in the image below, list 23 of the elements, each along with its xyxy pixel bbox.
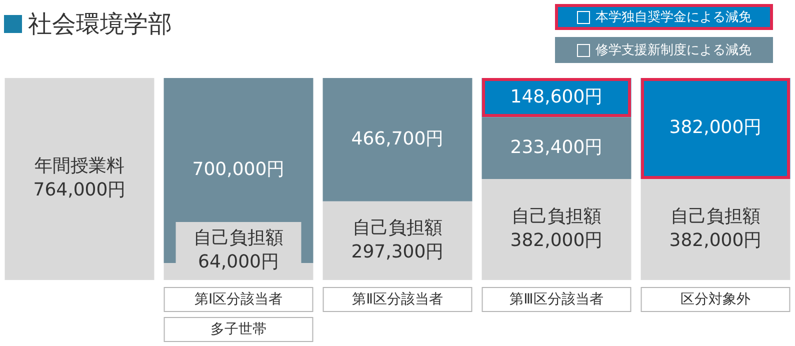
data-label: 233,400円 (510, 136, 603, 158)
data-label: 148,600円 (510, 86, 603, 108)
text: 多子世帯 (210, 322, 266, 338)
series-label: 自己負担額 (194, 228, 284, 249)
x-tick-label: 区分対象外 (680, 292, 750, 308)
text: 自己負担額 (352, 217, 442, 238)
data-label: 297,300円 (351, 241, 444, 262)
data-label: 764,000円 (33, 180, 126, 201)
x-tick-label: 第Ⅲ区分該当者 (510, 292, 604, 308)
legend-label: 修学支援新制度による減免 (596, 42, 752, 59)
legend-label: 本学独自奨学金による減免 (596, 9, 752, 26)
data-label: 382,000円 (669, 230, 762, 252)
data-label: 64,000円 (198, 252, 279, 273)
x-tick-label: 第Ⅰ区分該当者 (194, 292, 283, 308)
data-label: 466,700円 (351, 128, 444, 150)
text: 自己負担額 (670, 206, 760, 228)
text: 自己負担額 (512, 206, 602, 228)
x-tick-label: 第Ⅱ区分該当者 (352, 292, 443, 308)
data-label: 700,000円 (192, 159, 285, 180)
chart-title: 社会環境学部 (28, 9, 172, 40)
data-label: 382,000円 (669, 117, 762, 138)
series-label: 年間授業料 (34, 156, 124, 177)
data-label: 382,000円 (510, 230, 603, 252)
